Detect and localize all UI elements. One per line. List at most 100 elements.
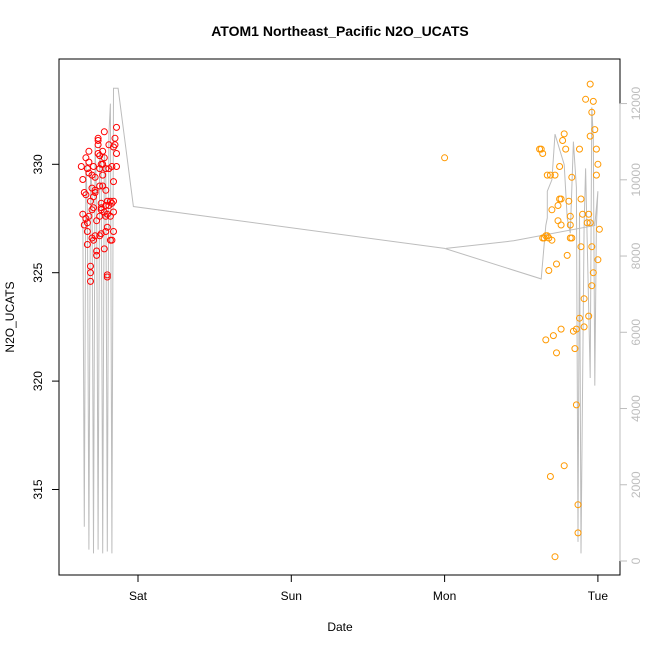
- data-point: [572, 401, 580, 409]
- data-point: [85, 147, 93, 155]
- data-point: [88, 206, 96, 214]
- data-point: [592, 171, 600, 179]
- data-point: [586, 132, 594, 140]
- data-point: [110, 143, 117, 151]
- y2-tick-label: 2000: [629, 471, 643, 498]
- data-point: [586, 80, 594, 88]
- data-point: [592, 145, 600, 153]
- data-point: [91, 189, 99, 196]
- data-point: [551, 171, 559, 179]
- data-point: [83, 219, 91, 227]
- data-point: [94, 137, 102, 144]
- data-point: [542, 336, 550, 344]
- data-point: [554, 202, 562, 209]
- y-axis-right: 0 2000 4000 6000 8000 10000 12000: [619, 87, 643, 564]
- y-axis-left: 315 320 325 330: [31, 154, 60, 500]
- data-point: [574, 529, 582, 537]
- chart-title: ATOM1 Northeast_Pacific N2O_UCATS: [211, 23, 469, 39]
- data-point: [576, 314, 583, 322]
- data-point: [85, 158, 93, 166]
- y2-tick-label: 10000: [629, 163, 643, 197]
- data-point: [100, 154, 108, 162]
- data-point: [103, 273, 111, 281]
- data-point: [93, 251, 101, 259]
- data-point: [568, 234, 576, 242]
- data-point: [583, 219, 591, 227]
- data-point: [577, 195, 585, 203]
- x-tick-label: Mon: [433, 589, 456, 603]
- data-point: [113, 123, 120, 131]
- data-point: [99, 147, 107, 155]
- data-point: [106, 197, 114, 205]
- data-point: [545, 267, 553, 274]
- y2-tick-label: 12000: [629, 87, 643, 121]
- data-point: [90, 193, 97, 201]
- data-point: [83, 165, 91, 173]
- data-point: [90, 236, 97, 244]
- data-point: [546, 171, 554, 179]
- data-point: [96, 182, 104, 190]
- data-point: [571, 345, 579, 353]
- x-axis: Sat Sun Mon Tue: [129, 574, 608, 603]
- data-point: [102, 165, 110, 173]
- data-point: [546, 473, 554, 480]
- data-point: [553, 260, 560, 268]
- data-point: [588, 282, 596, 290]
- data-point: [560, 130, 568, 138]
- data-point: [113, 150, 120, 157]
- data-point: [537, 145, 545, 153]
- data-point: [110, 178, 117, 186]
- data-point: [580, 323, 588, 331]
- data-point: [99, 171, 107, 179]
- data-point: [563, 251, 571, 259]
- data-point: [557, 195, 565, 203]
- data-point: [585, 312, 593, 320]
- data-point: [91, 173, 99, 181]
- y-tick-label: 325: [31, 262, 45, 282]
- data-point: [551, 553, 559, 561]
- y-axis-title: N2O_UCATS: [3, 281, 17, 352]
- data-point: [103, 271, 111, 279]
- series-group: [441, 80, 603, 561]
- data-point: [90, 204, 97, 212]
- data-point: [100, 128, 108, 136]
- y2-tick-label: 4000: [629, 395, 643, 422]
- data-point: [557, 325, 565, 333]
- y-tick-label: 315: [31, 479, 45, 499]
- data-point: [77, 163, 85, 170]
- data-point: [565, 197, 573, 205]
- points-layer: [77, 80, 603, 561]
- data-point: [85, 212, 93, 220]
- data-point: [102, 228, 110, 235]
- y-tick-label: 330: [31, 154, 45, 174]
- data-point: [110, 228, 117, 235]
- data-point: [585, 210, 593, 218]
- data-point: [102, 202, 110, 209]
- x-axis-title: Date: [327, 620, 353, 634]
- data-point: [539, 150, 547, 157]
- data-point: [594, 160, 602, 168]
- y-tick-label: 320: [31, 371, 45, 391]
- data-point: [595, 225, 603, 233]
- y2-tick-label: 8000: [629, 242, 643, 269]
- y2-tick-label: 0: [629, 557, 643, 564]
- data-point: [560, 462, 568, 470]
- data-point: [108, 163, 116, 170]
- data-point: [548, 206, 556, 214]
- data-point: [102, 212, 110, 220]
- data-point: [102, 186, 110, 194]
- data-point: [79, 176, 87, 183]
- data-point: [562, 145, 570, 153]
- data-point: [589, 269, 597, 277]
- x-tick-label: Sat: [129, 589, 148, 603]
- data-point: [582, 95, 590, 103]
- data-point: [108, 236, 116, 244]
- data-point: [110, 208, 117, 216]
- data-point: [566, 212, 574, 220]
- data-point: [87, 277, 94, 285]
- data-point: [87, 269, 94, 277]
- data-point: [441, 154, 449, 162]
- data-point: [80, 189, 88, 196]
- data-point: [93, 247, 101, 255]
